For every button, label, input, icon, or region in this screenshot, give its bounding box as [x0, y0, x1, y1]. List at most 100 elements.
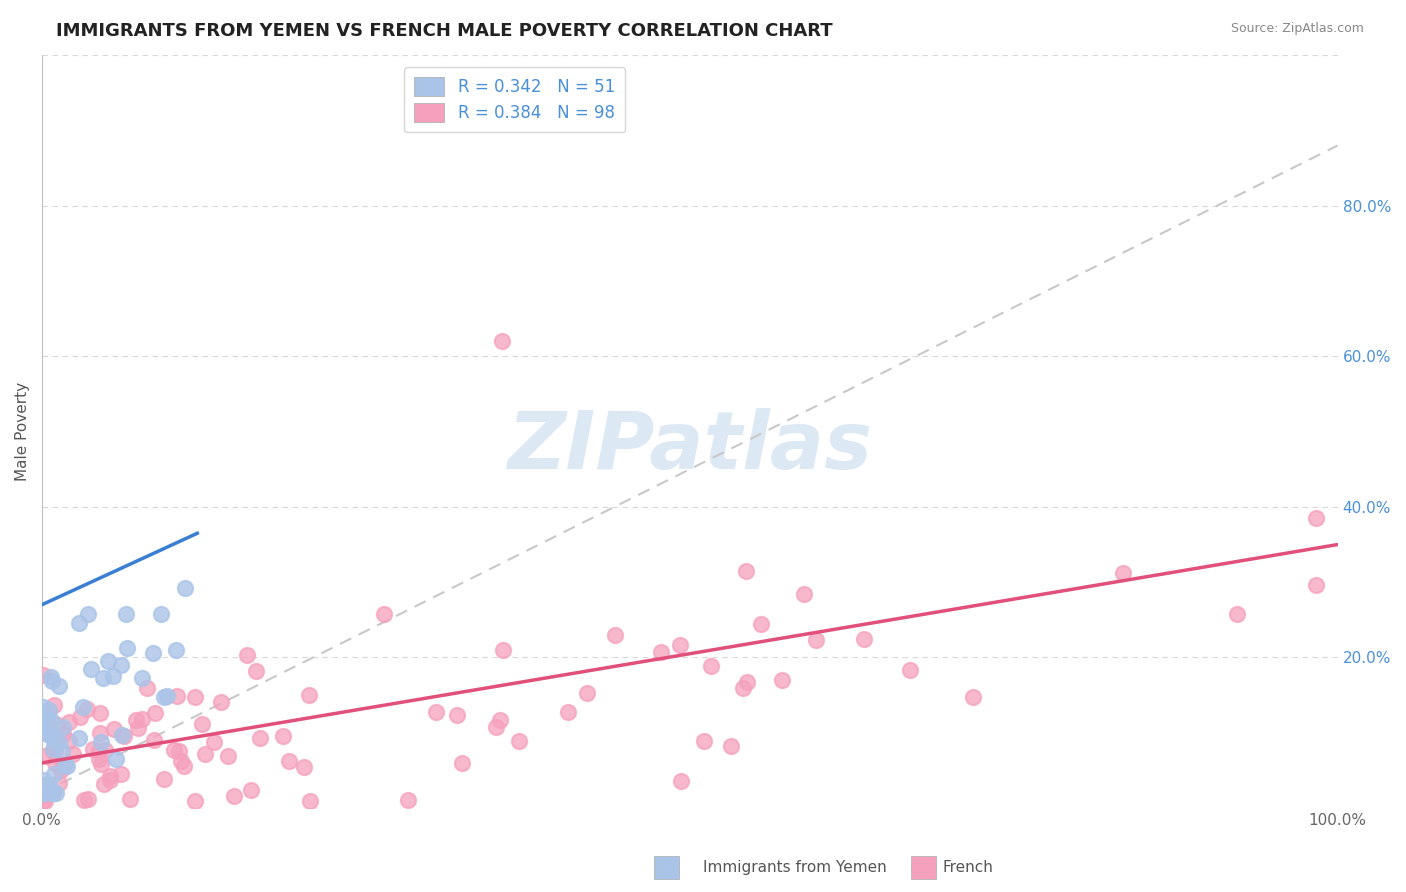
Point [298, 688, 321, 702]
Point [93, 672, 115, 686]
Point [1226, 607, 1249, 622]
Point [67, 615, 90, 630]
Point [34, 786, 56, 800]
Point [425, 705, 447, 719]
Point [143, 706, 166, 720]
Point [127, 722, 149, 736]
Point [489, 713, 512, 727]
Point [217, 749, 239, 764]
Point [451, 756, 474, 770]
Point [115, 640, 138, 655]
Point [42, 698, 65, 712]
Point [44, 744, 66, 758]
Point [222, 789, 245, 803]
Point [72, 699, 94, 714]
Point [191, 716, 214, 731]
Point [39, 714, 62, 728]
Point [298, 793, 321, 807]
Text: French: French [942, 860, 993, 874]
Point [693, 734, 716, 748]
Point [111, 728, 134, 742]
Point [245, 664, 267, 678]
Point [793, 587, 815, 601]
Point [557, 705, 579, 719]
Point [962, 690, 984, 704]
Point [51, 763, 73, 777]
Point [115, 607, 138, 621]
Point [278, 754, 301, 768]
Point [142, 646, 165, 660]
Point [46, 718, 69, 732]
Point [131, 671, 153, 685]
Point [98, 769, 121, 783]
Point [156, 689, 179, 703]
Point [292, 759, 315, 773]
Point [32, 788, 55, 802]
Point [167, 743, 190, 757]
Point [42, 732, 65, 747]
Point [62, 747, 84, 761]
Point [153, 772, 176, 786]
Point [143, 733, 166, 747]
Point [41, 786, 63, 800]
Point [373, 607, 395, 621]
Point [39, 671, 62, 685]
Point [131, 712, 153, 726]
Point [42, 744, 65, 758]
Point [575, 686, 598, 700]
Point [41, 786, 63, 800]
Point [804, 633, 827, 648]
Text: ZIPatlas: ZIPatlas [508, 408, 872, 485]
Point [669, 638, 692, 652]
Point [184, 690, 207, 704]
Point [202, 735, 225, 749]
Point [51, 744, 73, 758]
Point [35, 726, 58, 740]
Point [898, 663, 921, 677]
Point [239, 783, 262, 797]
Point [94, 743, 117, 757]
Point [52, 720, 75, 734]
Point [38, 702, 60, 716]
Point [76, 702, 98, 716]
Point [163, 743, 186, 757]
Point [209, 695, 232, 709]
Point [89, 706, 111, 720]
Point [125, 714, 148, 728]
Point [720, 739, 742, 753]
Point [53, 758, 76, 772]
Point [77, 792, 100, 806]
Point [80, 662, 103, 676]
Point [41, 786, 63, 800]
Point [73, 793, 96, 807]
Point [69, 710, 91, 724]
Point [44, 767, 66, 781]
Point [149, 607, 172, 622]
Point [48, 679, 70, 693]
Point [194, 747, 217, 761]
Point [650, 645, 672, 659]
Point [749, 616, 772, 631]
Point [90, 756, 112, 771]
Point [174, 581, 197, 595]
Point [170, 754, 193, 768]
Point [32, 668, 55, 682]
Point [152, 690, 174, 705]
Point [110, 767, 132, 781]
Point [41, 674, 63, 689]
Point [32, 723, 55, 738]
Point [184, 793, 207, 807]
Point [89, 726, 111, 740]
Point [93, 776, 115, 790]
Point [56, 759, 79, 773]
Point [235, 648, 257, 663]
Point [110, 658, 132, 673]
Point [165, 643, 187, 657]
Point [118, 792, 141, 806]
Point [446, 708, 468, 723]
Point [32, 772, 55, 787]
Point [89, 744, 111, 758]
Point [44, 756, 66, 771]
Point [103, 722, 125, 736]
Point [87, 752, 110, 766]
